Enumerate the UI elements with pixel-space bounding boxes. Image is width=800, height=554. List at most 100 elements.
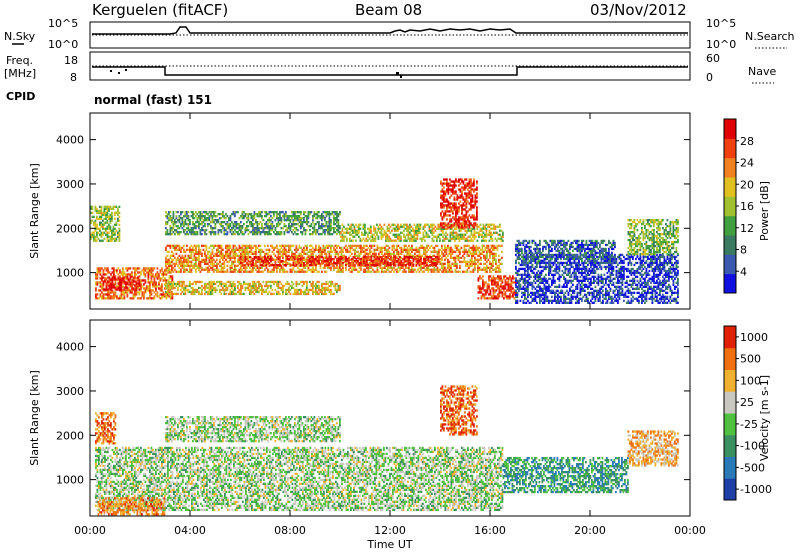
power-cell bbox=[500, 283, 502, 285]
power-cell bbox=[248, 233, 250, 235]
power-cell bbox=[136, 273, 138, 275]
power-cell bbox=[408, 236, 410, 238]
power-cell bbox=[464, 257, 466, 259]
power-cell bbox=[365, 251, 367, 253]
power-cell bbox=[300, 253, 302, 255]
power-cell bbox=[296, 245, 298, 247]
power-cell bbox=[318, 223, 320, 225]
power-cell bbox=[224, 231, 226, 233]
power-cell bbox=[188, 289, 190, 291]
power-cell bbox=[335, 249, 337, 251]
power-cell bbox=[273, 231, 275, 233]
power-cell bbox=[445, 222, 447, 224]
power-cell bbox=[164, 277, 166, 279]
power-cell bbox=[466, 198, 468, 200]
power-cell bbox=[428, 245, 430, 247]
power-cell bbox=[293, 229, 295, 231]
power-cell bbox=[272, 251, 274, 253]
power-cell bbox=[188, 225, 190, 227]
power-cell bbox=[445, 212, 447, 214]
power-cell bbox=[461, 257, 463, 259]
power-cell bbox=[116, 271, 118, 273]
power-cell bbox=[393, 247, 395, 249]
power-cell bbox=[287, 271, 289, 273]
power-cell bbox=[287, 229, 289, 231]
power-cell bbox=[346, 240, 348, 242]
power-cell bbox=[270, 233, 272, 235]
power-cell bbox=[209, 251, 211, 253]
power-cell bbox=[351, 258, 353, 260]
power-cell bbox=[294, 231, 296, 233]
power-cell bbox=[444, 234, 446, 236]
nave-tick-low: 0 bbox=[706, 71, 713, 84]
power-cell bbox=[480, 257, 482, 259]
power-cell bbox=[227, 251, 229, 253]
power-cell bbox=[423, 264, 425, 266]
power-cell bbox=[172, 295, 174, 297]
power-cell bbox=[201, 213, 203, 215]
power-cell bbox=[297, 260, 299, 262]
power-cell bbox=[137, 276, 139, 278]
power-cell bbox=[354, 236, 356, 238]
power-cell bbox=[473, 182, 475, 184]
power-cell bbox=[194, 223, 196, 225]
power-cell bbox=[167, 271, 169, 273]
power-cell bbox=[412, 228, 414, 230]
power-cell bbox=[270, 256, 272, 258]
power-cell bbox=[290, 227, 292, 229]
power-cell bbox=[173, 281, 175, 283]
power-cell bbox=[378, 253, 380, 255]
power-cell bbox=[500, 269, 502, 271]
power-cell bbox=[100, 273, 102, 275]
power-cell bbox=[459, 271, 461, 273]
power-cell bbox=[489, 240, 491, 242]
power-cell bbox=[189, 281, 191, 283]
freq-tick-low: 8 bbox=[70, 71, 77, 84]
power-cell bbox=[302, 258, 304, 260]
power-cell bbox=[243, 293, 245, 295]
power-cell bbox=[497, 283, 499, 285]
power-cell bbox=[216, 289, 218, 291]
power-cell bbox=[476, 182, 478, 184]
power-cell bbox=[230, 247, 232, 249]
power-cell bbox=[125, 284, 127, 286]
power-cell bbox=[473, 206, 475, 208]
power-cell bbox=[281, 221, 283, 223]
power-cell bbox=[236, 225, 238, 227]
power-cell bbox=[257, 221, 259, 223]
power-cell bbox=[204, 251, 206, 253]
power-cell bbox=[267, 256, 269, 258]
power-cell bbox=[440, 249, 442, 251]
power-cell bbox=[149, 285, 151, 287]
power-cell bbox=[198, 257, 200, 259]
power-cell bbox=[407, 247, 409, 249]
power-cell bbox=[363, 247, 365, 249]
power-cell bbox=[467, 210, 469, 212]
power-cell bbox=[455, 259, 457, 261]
power-cell bbox=[151, 271, 153, 273]
power-cell bbox=[182, 227, 184, 229]
power-cell bbox=[464, 188, 466, 190]
power-cell bbox=[152, 269, 154, 271]
power-cell bbox=[173, 225, 175, 227]
power-cell bbox=[372, 236, 374, 238]
power-cell bbox=[468, 245, 470, 247]
power-cell bbox=[134, 271, 136, 273]
power-cell bbox=[419, 264, 421, 266]
power-cell bbox=[192, 247, 194, 249]
power-cell bbox=[209, 217, 211, 219]
power-cell bbox=[473, 214, 475, 216]
power-cell bbox=[293, 267, 295, 269]
power-cell bbox=[222, 259, 224, 261]
power-cell bbox=[372, 262, 374, 264]
power-cell bbox=[481, 291, 483, 293]
power-cell bbox=[360, 262, 362, 264]
power-cell bbox=[454, 182, 456, 184]
power-cell bbox=[267, 269, 269, 271]
power-cell bbox=[461, 178, 463, 180]
power-cell bbox=[457, 198, 459, 200]
power-cell bbox=[221, 231, 223, 233]
power-cell bbox=[396, 240, 398, 242]
power-cell bbox=[444, 240, 446, 242]
power-cell bbox=[171, 251, 173, 253]
